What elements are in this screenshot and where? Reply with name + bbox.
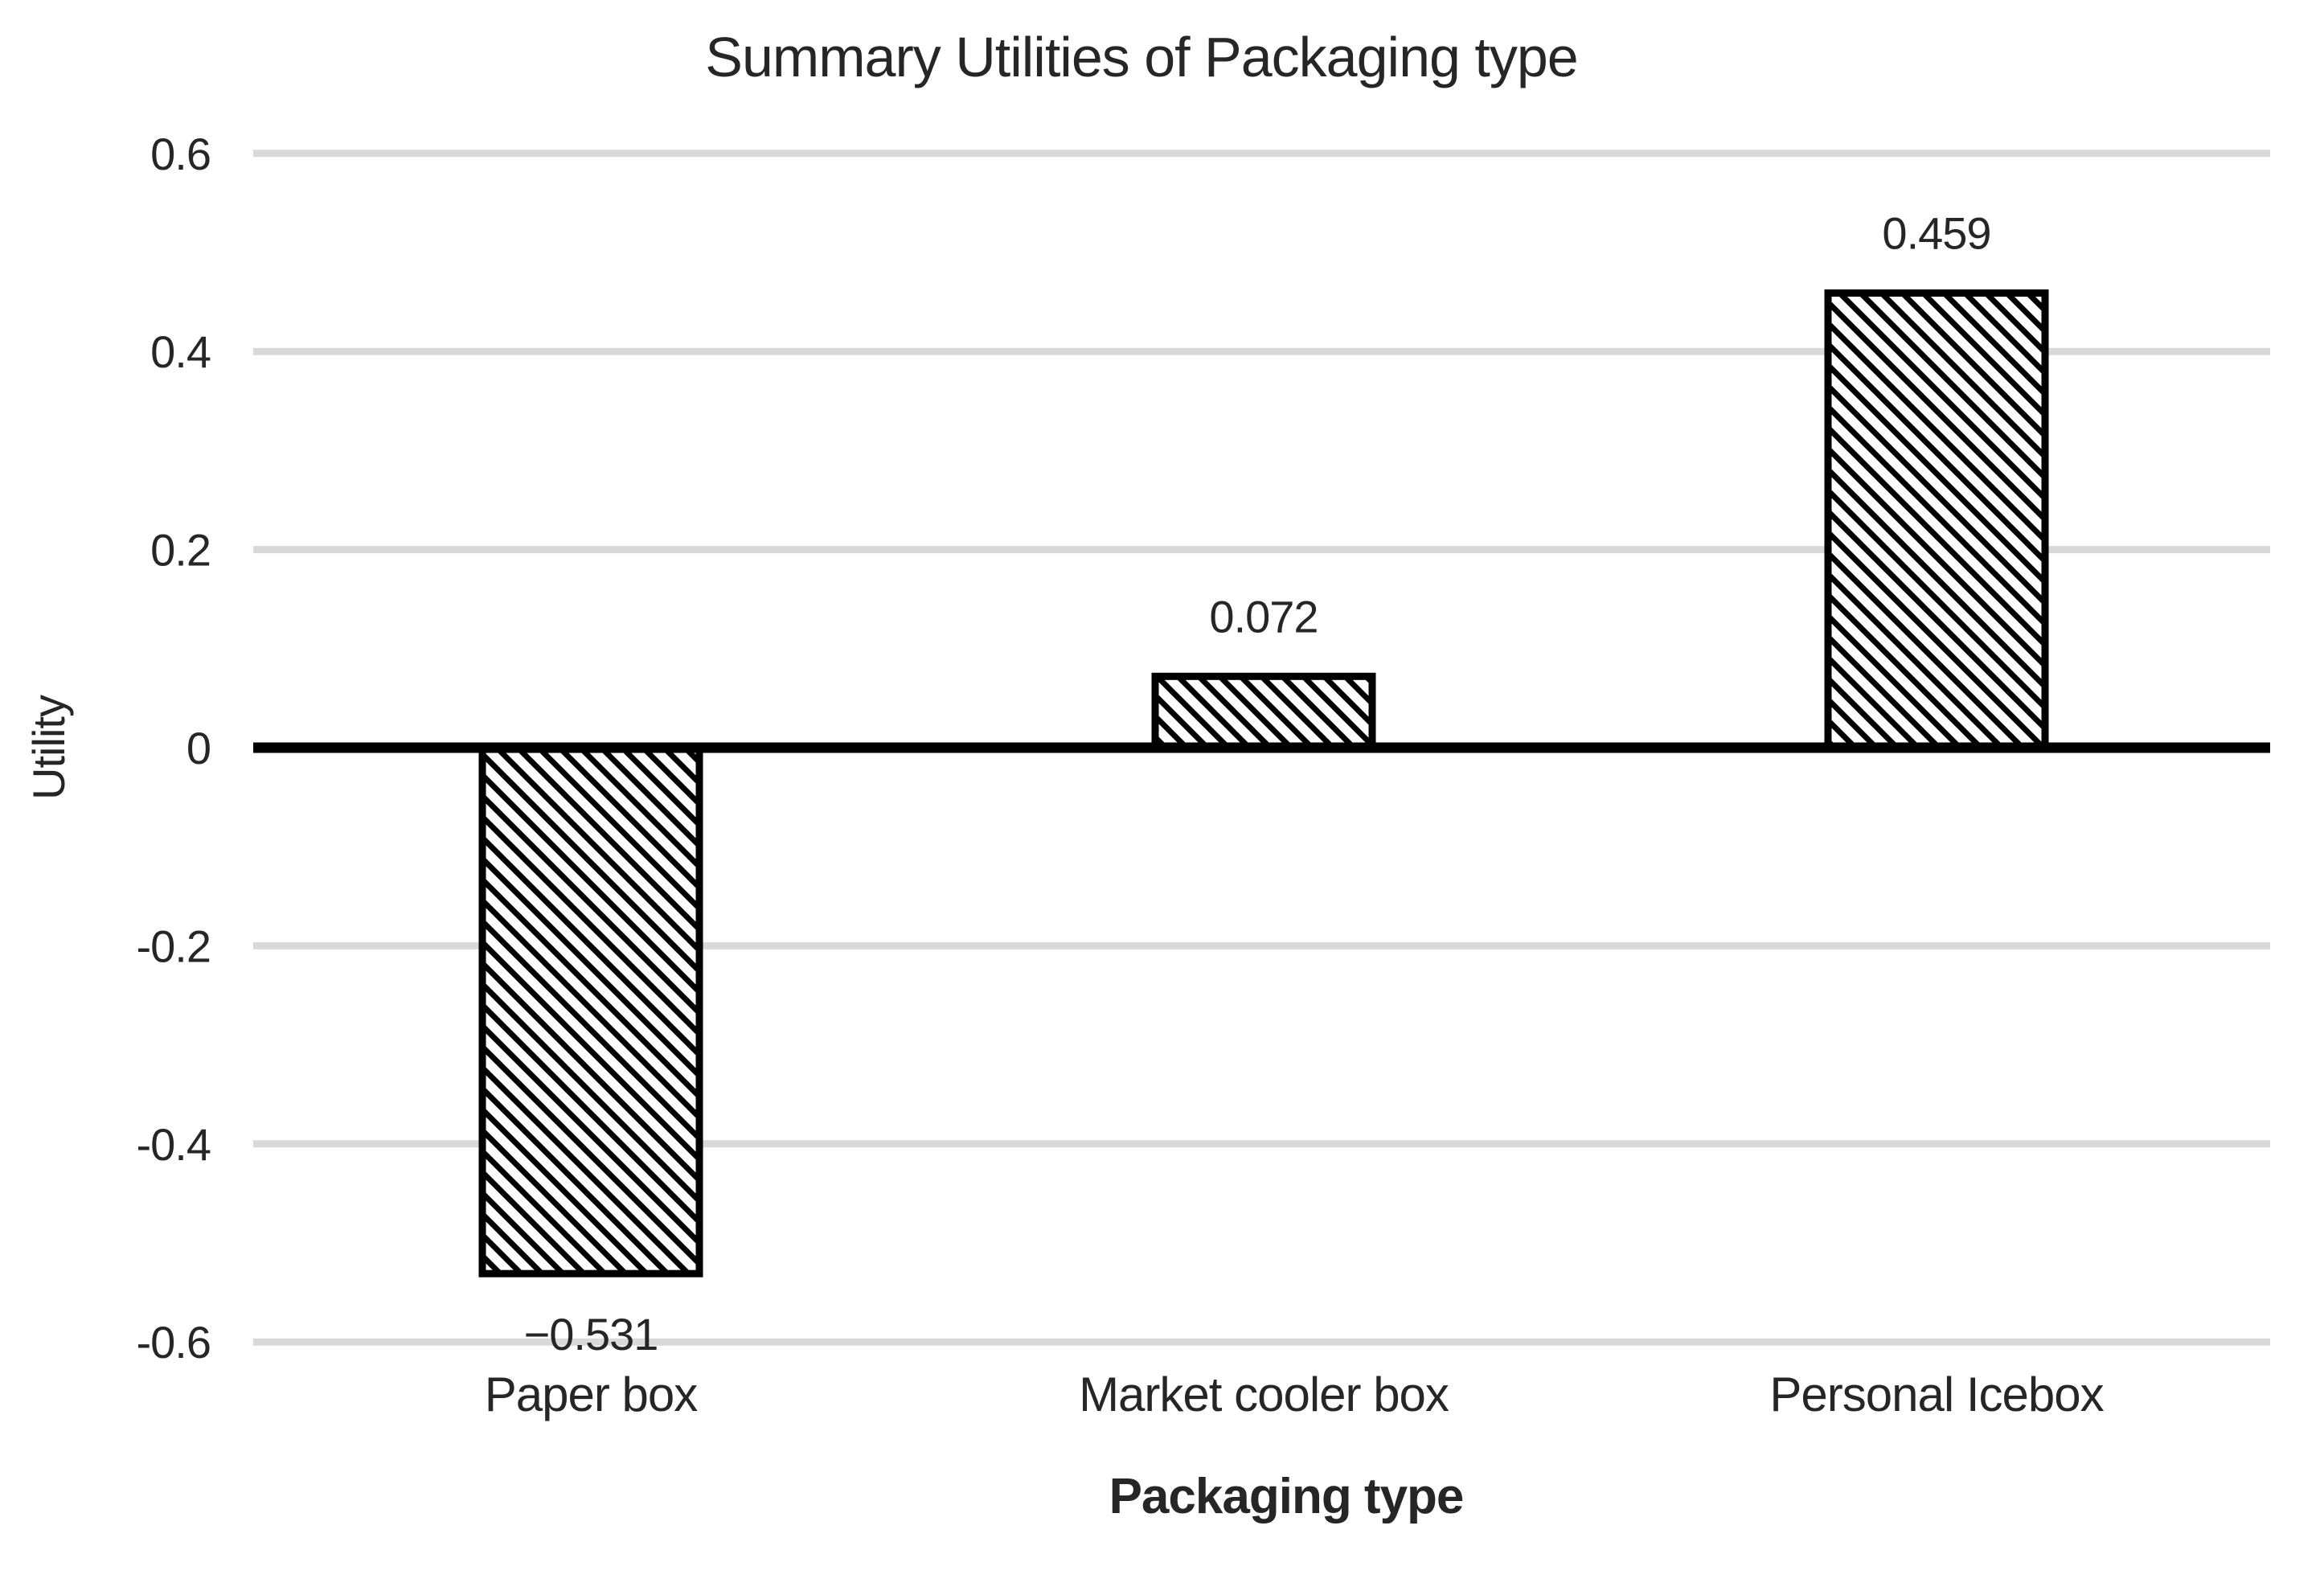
bar <box>478 744 703 1277</box>
category-label: Paper box <box>485 1368 699 1421</box>
y-tick-label: -0.6 <box>137 1317 211 1368</box>
y-tick-label: 0.2 <box>150 525 211 576</box>
category-labels: Paper box Market cooler box Personal Icebo… <box>485 1368 2105 1421</box>
bars <box>478 289 2049 1277</box>
bar-value-label: 0.072 <box>1209 591 1318 642</box>
y-tick-label: 0.6 <box>150 129 211 179</box>
bar-value-label: −0.531 <box>524 1309 658 1359</box>
category-label: Personal Icebox <box>1769 1368 2104 1421</box>
y-tick-label: -0.2 <box>137 921 211 971</box>
category-label: Market cooler box <box>1079 1368 1449 1421</box>
bar-value-label: 0.459 <box>1882 208 1990 259</box>
y-axis-title: Utility <box>23 695 74 800</box>
y-tick-label: -0.4 <box>137 1119 211 1170</box>
y-tick-labels: 0.6 0.4 0.2 0 -0.2 -0.4 -0.6 <box>137 129 212 1368</box>
bar <box>1151 672 1376 752</box>
bar <box>1824 289 2049 752</box>
chart-title: Summary Utilities of Packaging type <box>705 26 1577 88</box>
y-tick-label: 0.4 <box>150 326 211 377</box>
bar-value-labels: −0.531 0.072 0.459 <box>524 208 1992 1360</box>
y-tick-label: 0 <box>186 723 211 773</box>
x-axis-title: Packaging type <box>1109 1469 1464 1524</box>
